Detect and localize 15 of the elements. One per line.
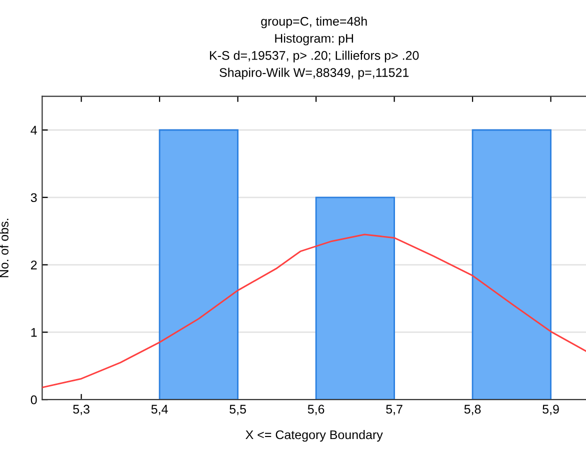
x-tick-label: 5,8 [464,404,481,416]
x-tick-label: 5,6 [308,404,324,416]
y-tick-label: 2 [31,260,37,270]
y-tick-label: 1 [31,328,37,337]
line-series [42,234,586,388]
x-tick-label: 5,4 [151,404,168,416]
y-tick-label: 3 [30,193,37,202]
x-tick-label: 5,9 [542,404,559,416]
y-tick-label: 4 [30,126,37,135]
chart-title: group=C, time=48h Histogram: pH K-S d=,19537, p> .20; Lilliefors p> .20 Shapiro-Wilk W=,88349, p=,11521 [210,16,419,80]
y-tick-label: 0 [30,395,37,404]
x-axis-title: X <= Category Boundary [246,430,383,442]
x-tick-label: 5,3 [73,404,90,416]
x-tick-label: 5,5 [230,404,246,416]
x-tick-label: 5,7 [386,404,402,416]
